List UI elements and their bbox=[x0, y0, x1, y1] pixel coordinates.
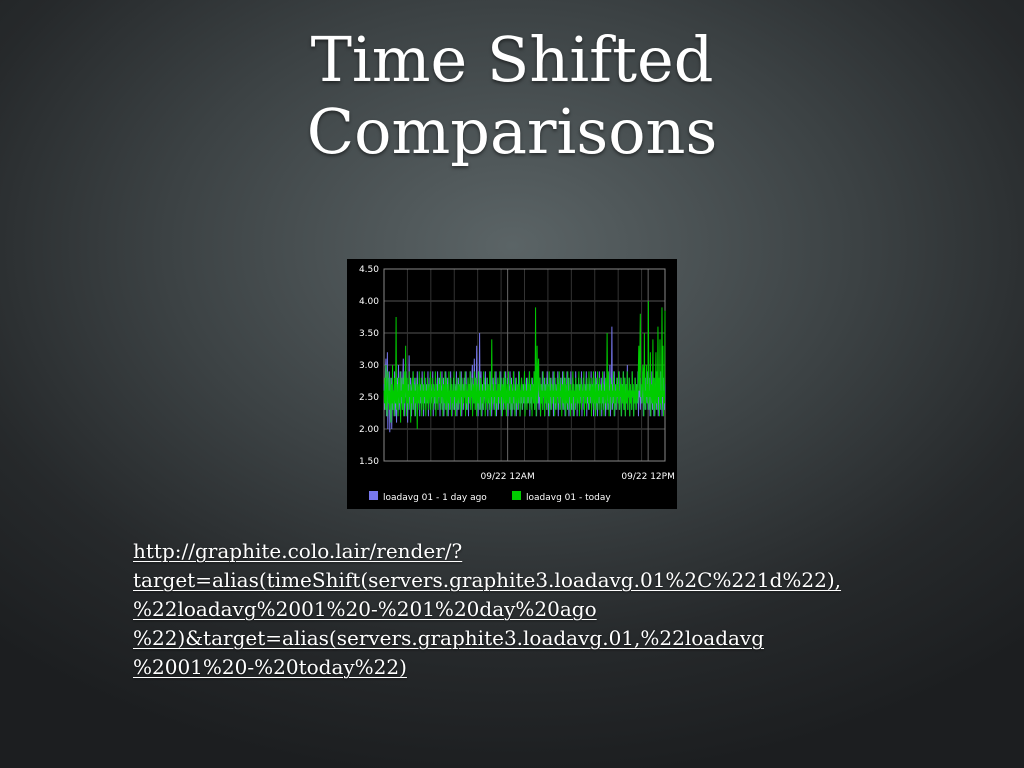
slide-title-line-2: Comparisons bbox=[306, 95, 718, 168]
x-tick-label: 09/22 12PM bbox=[621, 472, 674, 482]
legend-swatch-1 bbox=[369, 491, 378, 500]
render-url[interactable]: http://graphite.colo.lair/render/? targe… bbox=[133, 537, 963, 682]
series-line-2 bbox=[383, 300, 666, 430]
legend-label-1: loadavg 01 - 1 day ago bbox=[383, 493, 487, 503]
url-line-2[interactable]: target=alias(timeShift(servers.graphite3… bbox=[133, 568, 842, 592]
url-line-3[interactable]: %22loadavg%2001%20-%201%20day%20ago bbox=[133, 597, 597, 621]
slide-title: Time Shifted Comparisons bbox=[0, 24, 1024, 168]
y-tick-label: 2.00 bbox=[359, 425, 379, 435]
url-line-4[interactable]: %22)&target=alias(servers.graphite3.load… bbox=[133, 626, 765, 650]
loadavg-chart: 1.50 2.00 2.50 3.00 3.50 4.00 4.50 09/22 12AM 09… bbox=[347, 259, 677, 509]
legend-swatch-2 bbox=[512, 491, 521, 500]
y-tick-label: 4.00 bbox=[359, 297, 379, 307]
x-tick-label: 09/22 12AM bbox=[481, 472, 535, 482]
y-tick-label: 4.50 bbox=[359, 265, 379, 275]
y-tick-label: 2.50 bbox=[359, 393, 379, 403]
url-line-5[interactable]: %2001%20-%20today%22) bbox=[133, 655, 407, 679]
y-tick-label: 1.50 bbox=[359, 457, 379, 467]
y-tick-label: 3.00 bbox=[359, 361, 379, 371]
legend-label-2: loadavg 01 - today bbox=[526, 493, 611, 503]
y-tick-label: 3.50 bbox=[359, 329, 379, 339]
chart-svg: 1.50 2.00 2.50 3.00 3.50 4.00 4.50 09/22 12AM 09… bbox=[359, 265, 675, 503]
slide-title-line-1: Time Shifted bbox=[310, 23, 714, 96]
url-line-1[interactable]: http://graphite.colo.lair/render/? bbox=[133, 539, 463, 563]
